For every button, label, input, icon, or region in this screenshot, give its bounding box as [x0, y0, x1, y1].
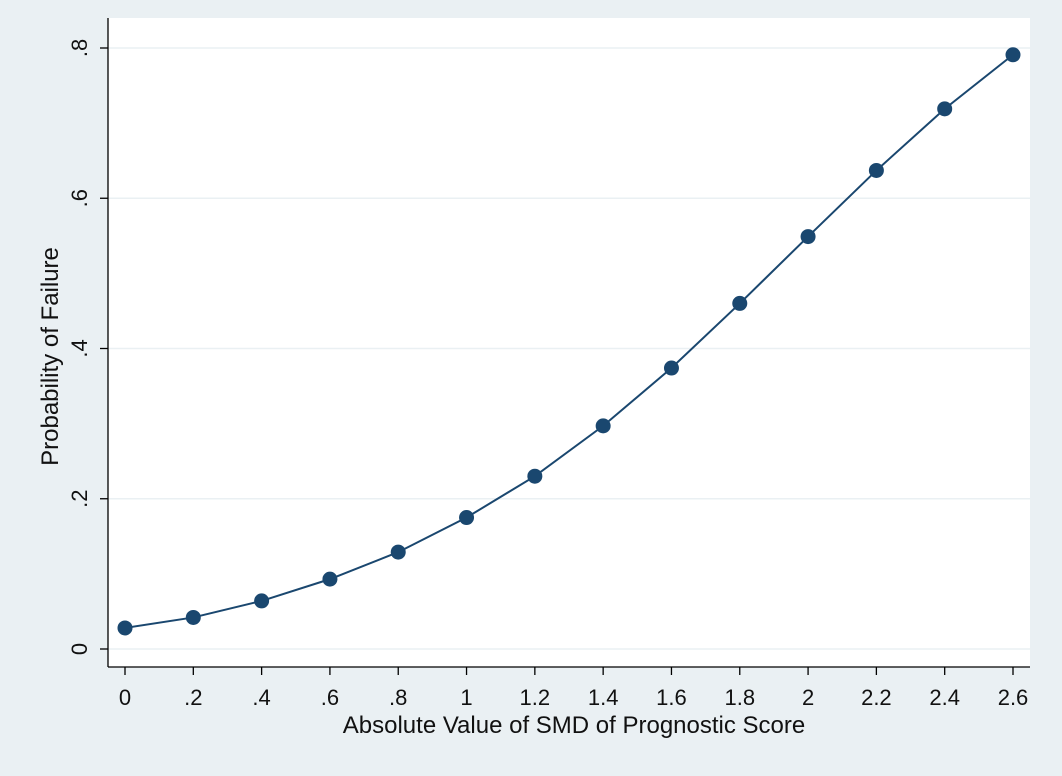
x-tick-label: 2.6: [998, 685, 1029, 710]
data-point: [1005, 47, 1021, 63]
x-tick-label: .2: [184, 685, 202, 710]
x-tick-label: 2.2: [861, 685, 892, 710]
x-tick-label: 1: [460, 685, 472, 710]
x-tick-label: 2: [802, 685, 814, 710]
gridlines: [108, 47, 1030, 650]
y-axis-title: Probability of Failure: [37, 247, 64, 466]
data-point: [459, 510, 475, 526]
x-tick-label: 1.6: [656, 685, 687, 710]
x-tick-label: 2.4: [929, 685, 960, 710]
data-point: [117, 620, 133, 636]
plot-area: [108, 18, 1030, 667]
y-tick-label: 0: [67, 643, 92, 655]
x-tick-label: .4: [252, 685, 270, 710]
data-point: [254, 593, 270, 609]
y-tick-label: .4: [67, 339, 92, 357]
data-points: [117, 47, 1021, 636]
y-tick-label: .8: [67, 39, 92, 57]
y-axis-ticks: 0 .2 .4 .6 .8: [67, 39, 108, 655]
x-tick-label: .8: [389, 685, 407, 710]
data-point: [185, 609, 201, 625]
x-tick-label: 1.2: [520, 685, 551, 710]
series-line: [124, 53, 1014, 629]
data-point: [527, 468, 543, 484]
data-point: [663, 360, 679, 376]
y-tick-label: .6: [67, 189, 92, 207]
x-tick-label: .6: [321, 685, 339, 710]
data-point: [390, 544, 406, 560]
x-tick-label: 0: [119, 685, 131, 710]
data-point: [868, 162, 884, 178]
data-point: [322, 571, 338, 587]
x-tick-label: 1.4: [588, 685, 619, 710]
data-point: [937, 101, 953, 117]
data-point: [800, 229, 816, 245]
x-axis-ticks: 0 .2 .4 .6 .8 1 1.2 1.4 1.6 1.8 2 2.2 2.4 2.6: [119, 667, 1028, 710]
data-point: [595, 418, 611, 434]
x-tick-label: 1.8: [724, 685, 755, 710]
y-tick-label: .2: [67, 490, 92, 508]
x-axis-title: Absolute Value of SMD of Prognostic Scor…: [343, 712, 805, 739]
data-point: [732, 295, 748, 311]
